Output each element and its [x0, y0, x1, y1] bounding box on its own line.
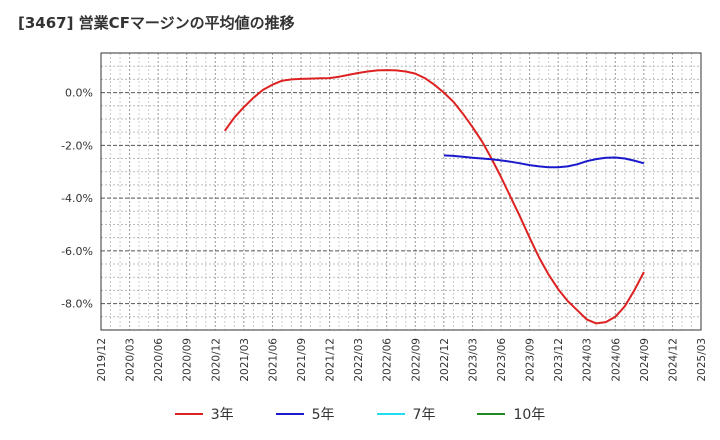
x-tick-label: 2021/06	[267, 338, 279, 382]
plot-border	[100, 52, 702, 331]
series-line-5年	[443, 154, 645, 169]
x-tick-label: 2019/12	[96, 338, 108, 382]
x-tick-label: 2024/06	[610, 338, 622, 382]
x-tick-label: 2021/03	[239, 338, 251, 382]
y-tick-label: 0.0%	[65, 87, 93, 100]
legend-label: 10年	[513, 407, 546, 423]
y-tick-label: -2.0%	[61, 139, 93, 152]
x-tick-label: 2022/06	[382, 338, 394, 382]
plot-area	[101, 53, 701, 330]
legend-label: 5年	[311, 407, 335, 423]
chart-title: [3467] 営業CFマージンの平均値の推移	[18, 14, 295, 32]
legend-item: 10年	[477, 404, 545, 424]
x-tick-label: 2020/12	[210, 338, 222, 382]
legend-swatch	[376, 413, 405, 415]
legend: 3年 5年 7年 10年	[0, 404, 720, 424]
legend-item: 3年	[174, 404, 234, 424]
y-tick-label: -8.0%	[61, 298, 93, 311]
x-tick-label: 2024/12	[667, 338, 679, 382]
series-line-3年	[223, 69, 645, 325]
x-tick-label: 2022/03	[353, 338, 365, 382]
legend-swatch	[275, 413, 304, 415]
legend-swatch	[477, 413, 506, 415]
x-tick-label: 2021/09	[296, 338, 308, 382]
x-tick-label: 2022/12	[439, 338, 451, 382]
legend-item: 5年	[275, 404, 335, 424]
legend-item: 7年	[376, 404, 436, 424]
x-tick-label: 2021/12	[325, 338, 337, 382]
x-tick-label: 2020/06	[153, 338, 165, 382]
y-tick-label: -4.0%	[61, 192, 93, 205]
legend-swatch	[174, 413, 203, 415]
legend-label: 7年	[412, 407, 436, 423]
x-tick-label: 2023/03	[467, 338, 479, 382]
legend-label: 3年	[210, 407, 234, 423]
x-tick-label: 2023/06	[496, 338, 508, 382]
x-tick-label: 2022/09	[410, 338, 422, 382]
x-tick-label: 2024/03	[582, 338, 594, 382]
x-tick-label: 2025/03	[696, 338, 708, 382]
x-tick-label: 2023/09	[525, 338, 537, 382]
x-tick-label: 2024/09	[639, 338, 651, 382]
x-tick-label: 2020/03	[125, 338, 137, 382]
x-tick-label: 2020/09	[182, 338, 194, 382]
x-tick-label: 2023/12	[553, 338, 565, 382]
y-tick-label: -6.0%	[61, 245, 93, 258]
